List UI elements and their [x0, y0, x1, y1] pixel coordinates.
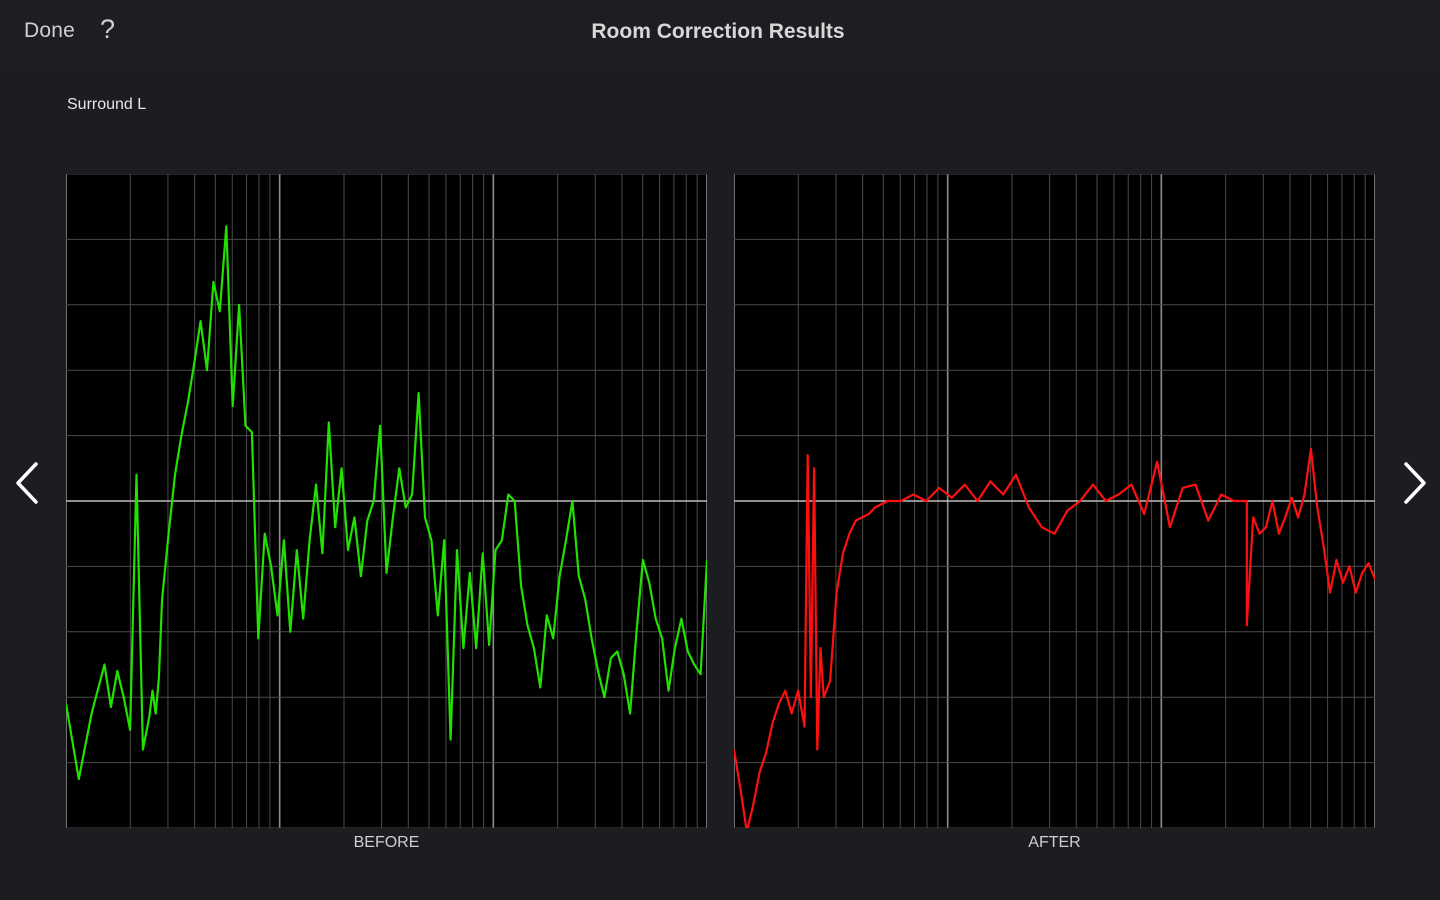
chevron-right-icon	[1404, 462, 1426, 504]
after-graph-canvas	[734, 174, 1375, 828]
chevron-left-icon	[16, 462, 38, 504]
after-graph	[734, 174, 1375, 828]
after-caption: AFTER	[1028, 834, 1081, 851]
next-channel-button[interactable]	[1398, 460, 1430, 506]
before-graph-canvas	[66, 174, 707, 828]
after-response-curve	[734, 447, 1375, 828]
before-caption: BEFORE	[353, 834, 420, 851]
before-graph	[66, 174, 707, 828]
before-response-curve	[66, 225, 707, 781]
previous-channel-button[interactable]	[12, 460, 44, 506]
help-button[interactable]: ?	[100, 14, 116, 44]
page-title: Room Correction Results	[591, 20, 845, 43]
done-button[interactable]: Done	[24, 19, 76, 42]
top-bar: Done ? Room Correction Results	[0, 0, 1440, 66]
channel-label: Surround L	[67, 96, 147, 113]
